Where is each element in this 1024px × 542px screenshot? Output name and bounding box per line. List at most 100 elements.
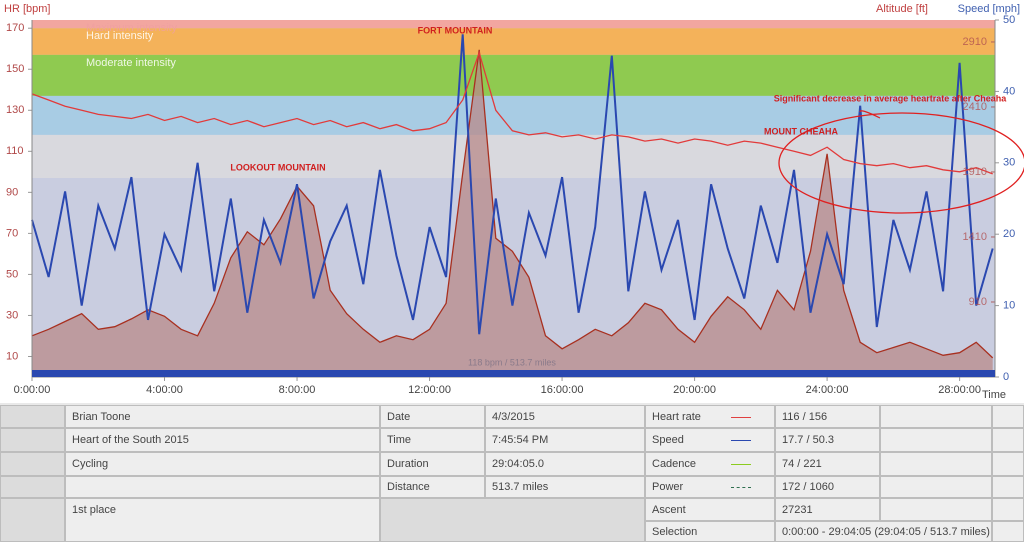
table-cell — [0, 476, 65, 498]
y-tick-label: 30 — [6, 309, 18, 321]
field-label: Distance — [380, 476, 485, 498]
x-tick-label: 4:00:00 — [146, 384, 183, 396]
table-cell — [992, 498, 1024, 521]
y2-tick-label: 20 — [1003, 228, 1015, 240]
x-tick-label: 0:00:00 — [14, 384, 51, 396]
stat-label: Ascent — [645, 498, 775, 521]
table-cell — [880, 452, 992, 476]
y3-axis-label: Altitude [ft] — [876, 3, 928, 15]
stat-value: 27231 — [775, 498, 880, 521]
table-cell — [992, 476, 1024, 498]
y2-tick-label: 30 — [1003, 157, 1015, 169]
table-cell — [880, 476, 992, 498]
legend-line — [731, 440, 751, 441]
field-label: Time — [380, 428, 485, 452]
x-axis-label: Time — [982, 389, 1006, 401]
annotation: FORT MOUNTAIN — [418, 25, 493, 35]
intensity-zone — [32, 95, 995, 135]
y3-tick-label: 2410 — [963, 101, 987, 113]
y2-tick-label: 50 — [1003, 14, 1015, 26]
zone-label: Moderate intensity — [86, 57, 176, 69]
stat-label: Cadence — [645, 452, 775, 476]
y3-tick-label: 1910 — [963, 166, 987, 178]
annotation: Significant decrease in average heartrat… — [774, 93, 1008, 103]
table-cell — [992, 405, 1024, 428]
field-value: 513.7 miles — [485, 476, 645, 498]
y-tick-label: 110 — [6, 145, 24, 157]
detail-cell: Cycling — [65, 452, 380, 476]
chart: 910 1410 1910 2410 2910 Maximum intensityHard… — [0, 0, 1024, 403]
table-cell — [0, 405, 65, 428]
y3-tick-label: 910 — [969, 296, 987, 308]
table-cell — [992, 428, 1024, 452]
field-value: 7:45:54 PM — [485, 428, 645, 452]
y2-tick-label: 10 — [1003, 300, 1015, 312]
y2-axis-label: Speed [mph] — [958, 3, 1020, 15]
x-tick-label: 20:00:00 — [673, 384, 716, 396]
y-tick-label: 70 — [6, 227, 18, 239]
annotation: MOUNT CHEAHA — [764, 126, 838, 136]
y-tick-label: 130 — [6, 104, 24, 116]
x-tick-label: 8:00:00 — [279, 384, 316, 396]
zone-label: Maximum intensity — [86, 22, 178, 34]
stat-value: 172 / 1060 — [775, 476, 880, 498]
y-tick-label: 90 — [6, 186, 18, 198]
stat-label: Speed — [645, 428, 775, 452]
table-cell — [0, 452, 65, 476]
table-cell — [0, 498, 65, 542]
y2-tick-label: 0 — [1003, 371, 1009, 383]
legend-line — [731, 416, 751, 418]
y-tick-label: 10 — [6, 350, 18, 362]
stat-value: 0:00:00 - 29:04:05 (29:04:05 / 513.7 mil… — [775, 521, 992, 542]
table-cell — [0, 428, 65, 452]
y3-tick-label: 2910 — [963, 36, 987, 48]
table-cell — [380, 498, 645, 542]
y-tick-label: 170 — [6, 22, 24, 34]
zone-label: Hard intensity — [86, 30, 154, 42]
x-tick-label: 16:00:00 — [541, 384, 584, 396]
annotation: 118 bpm / 513.7 miles — [468, 357, 556, 367]
stat-label: Selection — [645, 521, 775, 542]
y-tick-label: 50 — [6, 268, 18, 280]
table-cell — [880, 405, 992, 428]
annotation-ellipse — [778, 112, 1024, 214]
table-cell — [992, 452, 1024, 476]
intensity-zone — [32, 54, 995, 96]
table-cell — [992, 521, 1024, 542]
stat-value: 74 / 221 — [775, 452, 880, 476]
intensity-zone — [32, 134, 995, 178]
y3-tick-label: 1410 — [963, 231, 987, 243]
x-tick-label: 24:00:00 — [806, 384, 849, 396]
series-line — [31, 34, 994, 335]
series-area — [32, 49, 993, 378]
x-tick-label: 12:00:00 — [408, 384, 451, 396]
legend-line — [731, 487, 751, 488]
series-line — [31, 49, 994, 359]
x-tick-label: 28:00:00 — [938, 384, 981, 396]
stat-value: 17.7 / 50.3 — [775, 428, 880, 452]
annotation-arrow — [859, 110, 881, 119]
stat-value: 116 / 156 — [775, 405, 880, 428]
summary-table: Brian Toone Date 4/3/2015 Heart rate 116 / 1… — [0, 403, 1024, 542]
annotation: LOOKOUT MOUNTAIN — [230, 162, 325, 172]
field-value: 29:04:05.0 — [485, 452, 645, 476]
stat-label: Power — [645, 476, 775, 498]
field-label: Duration — [380, 452, 485, 476]
table-cell — [880, 428, 992, 452]
legend-line — [731, 464, 751, 465]
stat-label: Heart rate — [645, 405, 775, 428]
table-cell — [880, 498, 992, 521]
y-axis-label: HR [bpm] — [4, 3, 50, 15]
plot-area: 910 1410 1910 2410 2910 Maximum intensityHard… — [28, 19, 999, 381]
detail-cell — [65, 476, 380, 498]
y2-tick-label: 40 — [1003, 85, 1015, 97]
selection-bar — [32, 370, 995, 377]
detail-cell: Heart of the South 2015 — [65, 428, 380, 452]
y-tick-label: 150 — [6, 63, 24, 75]
series-line — [31, 50, 993, 175]
intensity-zone — [32, 28, 995, 55]
detail-cell: Brian Toone — [65, 405, 380, 428]
field-label: Date — [380, 405, 485, 428]
intensity-zone — [32, 20, 995, 29]
